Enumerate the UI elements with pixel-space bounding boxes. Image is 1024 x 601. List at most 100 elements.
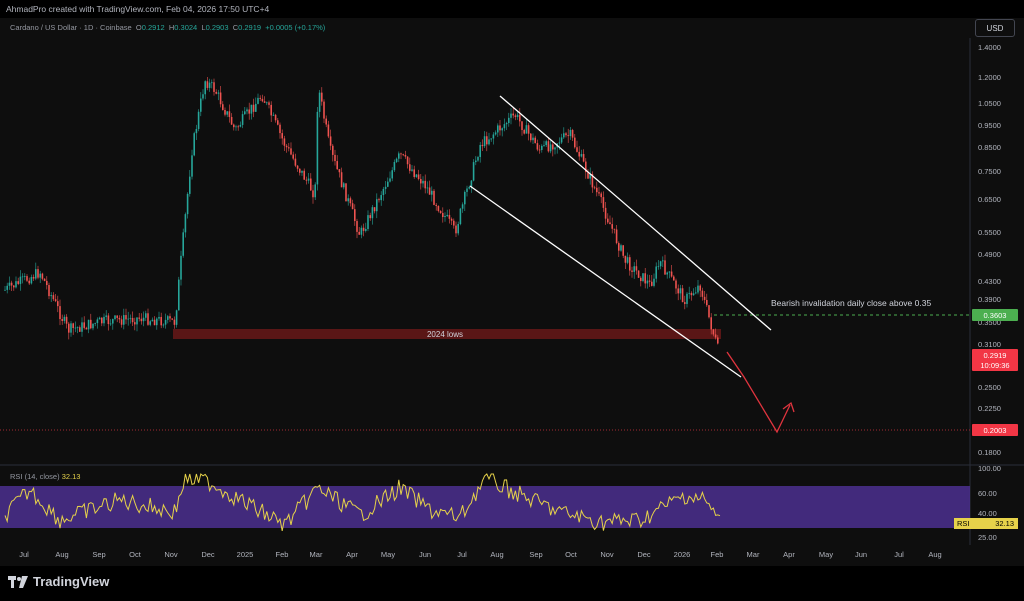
candle-body: [481, 144, 484, 147]
candle-body: [468, 187, 470, 189]
candle-body: [450, 218, 453, 221]
candle-body: [184, 214, 187, 233]
candle-body: [534, 137, 536, 144]
candle-body: [222, 104, 224, 110]
candle-body: [706, 300, 708, 306]
candle-body: [70, 323, 72, 333]
candle-body: [114, 315, 116, 320]
candle-body: [387, 181, 389, 187]
candle-body: [244, 111, 246, 115]
candle-body: [255, 103, 257, 112]
candle-body: [411, 169, 413, 171]
rsi-tick-label: 100.00: [978, 464, 1001, 473]
candle-body: [525, 125, 528, 134]
candle-body: [171, 318, 173, 320]
currency-button[interactable]: USD: [975, 19, 1015, 37]
channel-lower-line[interactable]: [469, 185, 742, 378]
symbol-name[interactable]: Cardano / US Dollar · 1D · Coinbase: [10, 23, 132, 32]
candle-body: [204, 81, 206, 95]
price-chart[interactable]: 2024 lows Bearish invalidation daily clo…: [0, 0, 1024, 566]
candle-body: [712, 329, 715, 335]
candle-body: [35, 269, 37, 279]
candlestick-series: [4, 76, 719, 345]
candle-body: [142, 317, 145, 322]
candle-body: [497, 125, 499, 133]
rsi-name[interactable]: RSI (14, close): [10, 472, 60, 481]
candle-body: [499, 125, 501, 131]
candle-body: [640, 277, 642, 282]
candle-body: [340, 172, 343, 188]
price-tick-label: 0.3900: [978, 295, 1001, 304]
time-axis-label: Feb: [276, 550, 289, 559]
candle-body: [156, 318, 158, 326]
candle-body: [486, 136, 488, 145]
candle-body: [651, 281, 653, 286]
candle-body: [213, 82, 215, 92]
invalidation-price-tag: [972, 309, 1018, 321]
rsi-axis[interactable]: 100.00 60.00 40.00 25.00: [978, 464, 1001, 542]
candle-body: [679, 288, 682, 294]
candle-body: [96, 319, 99, 324]
time-axis[interactable]: Jul Aug Sep Oct Nov Dec 2025 Feb Mar Apr May Jun Jul…: [19, 550, 941, 559]
candle-body: [318, 92, 321, 112]
candle-body: [351, 203, 354, 210]
candle-body: [112, 319, 114, 324]
candle-body: [409, 164, 411, 171]
candle-body: [378, 199, 380, 201]
target-price-tag: [972, 424, 1018, 436]
candle-body: [224, 109, 226, 115]
candle-body: [457, 224, 459, 234]
price-axis[interactable]: 1.4000 1.2000 1.0500 0.9500 0.8500 0.7500 0.65…: [978, 43, 1001, 457]
candle-body: [32, 276, 35, 279]
candle-body: [373, 207, 376, 212]
candle-body: [490, 138, 492, 140]
candle-body: [655, 266, 657, 279]
candle-body: [41, 273, 44, 279]
time-axis-label: 2026: [674, 550, 691, 559]
candle-body: [354, 209, 356, 222]
candle-body: [545, 141, 547, 146]
candle-body: [618, 243, 620, 251]
rsi-tick-label: 40.00: [978, 509, 997, 518]
rsi-line[interactable]: [4, 473, 721, 531]
projection-path[interactable]: [726, 351, 791, 434]
candle-body: [292, 154, 294, 159]
candle-body: [343, 183, 345, 188]
time-axis-label: Dec: [201, 550, 215, 559]
candle-body: [596, 187, 598, 193]
candle-body: [417, 174, 420, 179]
change-value: +0.0005 (+0.17%): [265, 23, 326, 32]
candle-body: [629, 257, 631, 271]
candle-body: [424, 180, 426, 189]
candle-body: [380, 195, 382, 201]
candle-body: [492, 134, 495, 139]
channel-upper-line[interactable]: [499, 95, 772, 331]
candle-body: [684, 302, 686, 304]
candle-body: [369, 215, 371, 219]
candle-body: [186, 193, 189, 215]
candle-body: [604, 207, 607, 219]
candle-body: [633, 266, 635, 272]
candle-body: [68, 323, 70, 333]
candle-body: [94, 323, 96, 324]
candle-body: [118, 317, 121, 320]
rsi-legend: RSI (14, close) 32.13: [10, 472, 80, 481]
candle-body: [54, 299, 57, 302]
candle-body: [329, 136, 332, 146]
time-axis-label: Dec: [637, 550, 651, 559]
candle-body: [257, 97, 259, 104]
time-axis-label: May: [381, 550, 395, 559]
time-axis-label: Jul: [19, 550, 29, 559]
candle-body: [76, 327, 79, 329]
candle-body: [642, 273, 644, 282]
lows-zone[interactable]: [173, 329, 721, 339]
rsi-tag-value: 32.13: [995, 519, 1014, 528]
candle-body: [228, 111, 231, 117]
candle-body: [312, 190, 314, 198]
candle-body: [442, 213, 444, 218]
candle-body: [90, 319, 92, 329]
tradingview-logo[interactable]: TradingView: [8, 574, 109, 589]
candle-body: [316, 111, 319, 185]
candle-body: [268, 102, 270, 105]
